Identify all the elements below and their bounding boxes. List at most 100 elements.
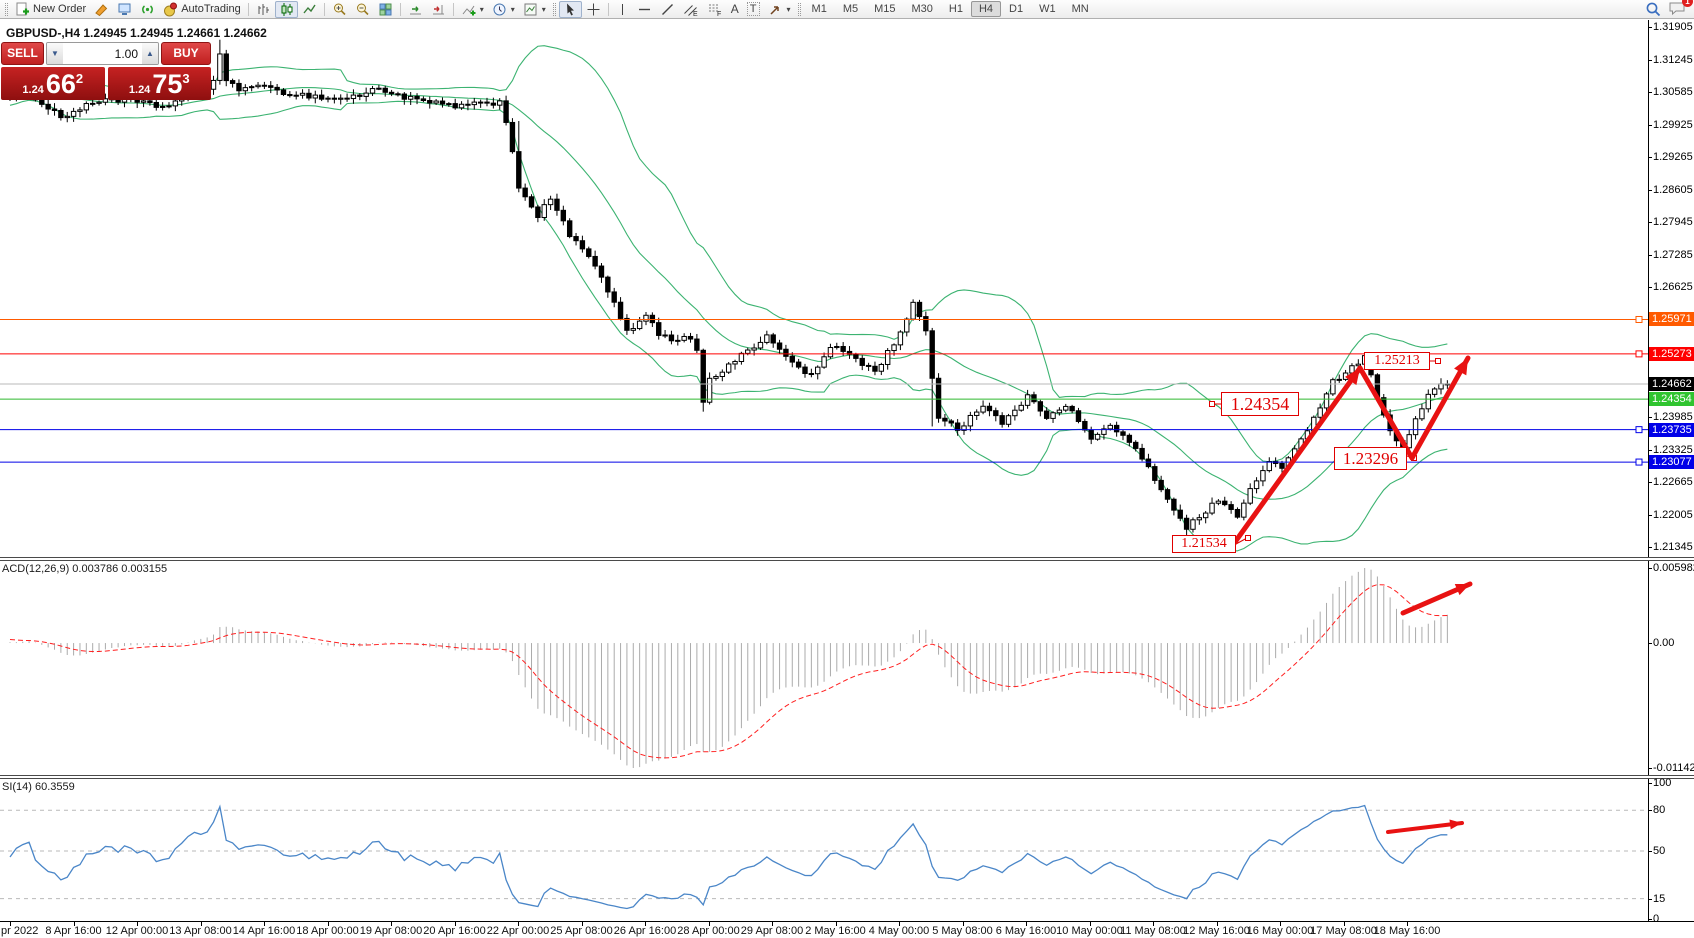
candle-body (210, 79, 217, 90)
annotation-anchor[interactable] (1435, 358, 1441, 364)
candle-body (325, 97, 331, 100)
rsi-axis-100: 100 (1653, 777, 1672, 789)
toolbar-grip[interactable] (5, 2, 8, 16)
price-tick-label: 1.31245 (1653, 53, 1693, 66)
candle-body (783, 348, 789, 357)
volume-stepper: ▼ ▲ (46, 42, 159, 65)
separator (452, 2, 454, 16)
candle-body (1005, 415, 1012, 425)
candle-body (83, 103, 90, 111)
annotation-anchor[interactable] (1245, 535, 1251, 541)
vertical-line-icon (621, 3, 623, 15)
candle-body (630, 328, 636, 331)
main-chart-canvas[interactable] (0, 20, 1648, 557)
autotrading-button[interactable]: AutoTrading (159, 1, 245, 18)
new-order-button[interactable]: New Order (11, 1, 90, 18)
timeframe-button-D1[interactable]: D1 (1009, 3, 1024, 15)
pane-splitter[interactable] (0, 557, 1694, 561)
candle-body (1279, 462, 1285, 469)
price-tick-mark (1648, 287, 1652, 289)
buy-button[interactable]: BUY (161, 42, 211, 65)
zoom-in-button[interactable] (328, 1, 351, 18)
publisher-button[interactable] (113, 1, 136, 18)
candle-body (770, 334, 776, 344)
price-annotation-1.25213[interactable]: 1.25213 (1364, 352, 1430, 370)
sell-price-display[interactable]: 1.24 66 2 (1, 67, 105, 100)
trend-arrow[interactable] (1409, 355, 1471, 461)
bar-chart-icon (258, 3, 269, 15)
candlestick-chart-button[interactable] (274, 0, 298, 18)
volume-increase-button[interactable]: ▲ (142, 43, 158, 64)
fibonacci-tool[interactable]: F (703, 1, 727, 18)
horizontal-line-tool[interactable] (633, 1, 656, 18)
candle-body (859, 357, 865, 366)
trendline-tool[interactable] (656, 1, 679, 18)
candle-body (687, 335, 694, 340)
timeframe-button-M30[interactable]: M30 (911, 3, 933, 15)
pane-splitter[interactable] (0, 775, 1694, 779)
bar-chart-button[interactable] (252, 1, 275, 18)
timeframe-button-MN[interactable]: MN (1071, 3, 1089, 15)
timeframe-button-M1[interactable]: M1 (811, 3, 827, 15)
channel-tool[interactable]: E (679, 1, 703, 18)
timeframe-button-M5[interactable]: M5 (842, 3, 859, 15)
crayon-button[interactable] (90, 1, 113, 18)
chart-shift-button[interactable] (427, 1, 450, 18)
candle-body (656, 322, 662, 336)
rsi-pane-canvas[interactable] (0, 779, 1648, 921)
price-annotation-1.23296[interactable]: 1.23296 (1334, 447, 1407, 470)
arrows-tool[interactable]: ▾ (764, 1, 795, 18)
cursor-button[interactable] (558, 0, 582, 18)
trend-arrow[interactable] (1386, 821, 1464, 834)
line-chart-button[interactable] (298, 1, 321, 18)
volume-decrease-button[interactable]: ▼ (47, 43, 63, 64)
candle-body (1171, 498, 1177, 511)
candle-body (706, 377, 713, 403)
toolbar-grip[interactable] (552, 2, 556, 16)
candle-body (388, 91, 395, 95)
crosshair-button[interactable] (582, 1, 605, 18)
level-line-handle[interactable] (1635, 350, 1643, 358)
level-line-handle[interactable] (1635, 426, 1643, 434)
level-line-handle[interactable] (1635, 315, 1643, 323)
price-annotation-1.24354[interactable]: 1.24354 (1221, 392, 1299, 416)
periods-button[interactable]: ▾ (488, 1, 519, 18)
candle-body (668, 334, 675, 342)
timeframe-button-H4[interactable]: H4 (970, 1, 1002, 17)
timeframe-button-W1[interactable]: W1 (1039, 3, 1056, 15)
annotation-anchor[interactable] (1209, 401, 1215, 407)
text-label-tool[interactable]: T (743, 1, 764, 18)
indicators-button[interactable]: ▾ (457, 1, 488, 18)
candle-body (45, 103, 51, 110)
search-icon[interactable] (1645, 1, 1662, 18)
signals-button[interactable] (136, 1, 159, 18)
time-label: 22 Apr 00:00 (486, 925, 550, 937)
auto-scroll-button[interactable] (404, 1, 427, 18)
macd-pane-canvas[interactable] (0, 561, 1648, 775)
candle-body (821, 356, 827, 368)
toolbar: New Order AutoTrading ▾ ▾ ▾ E F A (0, 0, 1694, 19)
level-line-handle[interactable] (1635, 458, 1643, 466)
timeframe-button-M15[interactable]: M15 (874, 3, 896, 15)
timeframe-button-H1[interactable]: H1 (948, 3, 963, 15)
text-tool[interactable]: A (727, 1, 743, 18)
sell-button[interactable]: SELL (1, 42, 44, 65)
tile-windows-button[interactable] (374, 1, 397, 18)
zoom-out-button[interactable] (351, 1, 374, 18)
toolbar-grip[interactable] (797, 2, 801, 16)
vertical-line-tool[interactable] (612, 1, 633, 18)
rsi-axis-50-tick (1648, 851, 1652, 852)
trend-arrow[interactable] (1227, 365, 1363, 552)
candle-body (465, 103, 471, 106)
candle-body (407, 95, 414, 100)
time-axis[interactable]: pr 2022 8 Apr 16:00 12 Apr 00:00 13 Apr 08:… (0, 921, 1694, 938)
separator (247, 2, 249, 16)
notifications-button[interactable]: 1 (1668, 0, 1693, 19)
trend-arrow[interactable] (1357, 365, 1415, 461)
buy-price-display[interactable]: 1.24 75 3 (107, 67, 211, 100)
time-label: 6 May 16:00 (995, 925, 1057, 937)
price-annotation-1.21534[interactable]: 1.21534 (1172, 535, 1236, 553)
candle-body (1037, 401, 1044, 412)
templates-button[interactable]: ▾ (519, 1, 550, 18)
volume-input[interactable] (63, 43, 142, 64)
